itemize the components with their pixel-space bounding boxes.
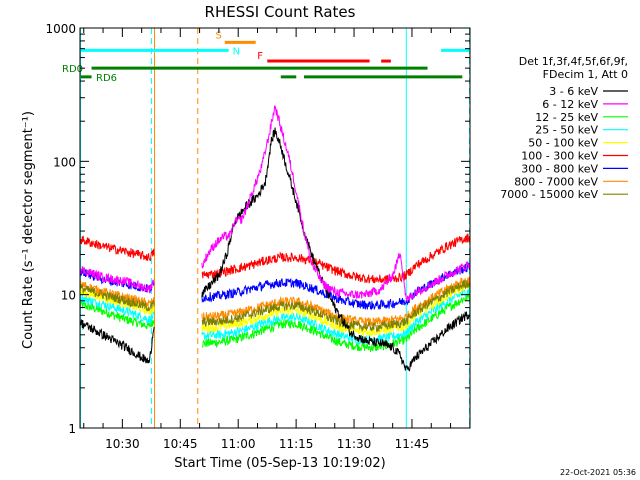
interval-markers: [80, 28, 470, 428]
flag-label-rd0: RD0: [62, 64, 83, 75]
flag-label-rd6: RD6: [96, 73, 117, 84]
x-axis: 10:30 10:45 11:00 11:15 11:30 11:45: [83, 28, 471, 451]
plot-area: S N F RD0 RD6 10:30 10:45 11:00 11:15 11:30 11:45…: [45, 22, 471, 451]
legend-label-2: 12 - 25 keV: [535, 111, 598, 124]
y-tick-label-2: 100: [53, 155, 76, 169]
y-axis-label: Count Rate (s⁻¹ detector segment⁻¹): [21, 111, 36, 349]
legend-label-7: 800 - 7000 keV: [514, 175, 598, 188]
legend-label-3: 25 - 50 keV: [535, 124, 598, 137]
x-axis-label: Start Time (05-Sep-13 10:19:02): [174, 456, 385, 471]
x-tick-label-2: 11:00: [221, 437, 256, 451]
x-tick-label-0: 10:30: [105, 437, 140, 451]
y-tick-label-0: 1: [68, 422, 76, 436]
flag-label-n: N: [233, 46, 240, 57]
legend: Det 1f,3f,4f,5f,6f,9f, FDecim 1, Att 0 3…: [500, 55, 628, 201]
flag-label-f: F: [257, 51, 263, 62]
legend-label-0: 3 - 6 keV: [549, 85, 598, 98]
series-line-2: [79, 292, 471, 352]
x-tick-label-5: 11:45: [395, 437, 430, 451]
x-tick-label-4: 11:30: [337, 437, 372, 451]
legend-header-line-1: Det 1f,3f,4f,5f,6f,9f,: [519, 55, 628, 68]
series-line-8: [79, 280, 471, 333]
legend-label-6: 300 - 800 keV: [521, 162, 598, 175]
data-series: [79, 105, 471, 372]
status-flags: S N F RD0 RD6: [62, 30, 469, 84]
flag-label-s: S: [215, 30, 221, 41]
series-line-1: [79, 105, 471, 303]
plot-frame: [79, 27, 471, 429]
legend-label-1: 6 - 12 keV: [542, 98, 598, 111]
y-tick-label-1: 10: [61, 289, 76, 303]
y-axis: 1 10 100 1000: [45, 22, 470, 436]
x-tick-label-1: 10:45: [163, 437, 198, 451]
series-line-5: [79, 233, 471, 284]
x-tick-label-3: 11:15: [279, 437, 314, 451]
series-line-3: [79, 287, 471, 345]
footer-date: 22-Oct-2021 05:36: [560, 468, 636, 477]
legend-header-line-2: FDecim 1, Att 0: [543, 68, 628, 81]
legend-label-8: 7000 - 15000 keV: [500, 188, 598, 201]
chart-title: RHESSI Count Rates: [205, 3, 356, 21]
y-tick-label-3: 1000: [45, 22, 76, 36]
legend-label-4: 50 - 100 keV: [528, 137, 598, 150]
legend-label-5: 100 - 300 keV: [521, 150, 598, 163]
